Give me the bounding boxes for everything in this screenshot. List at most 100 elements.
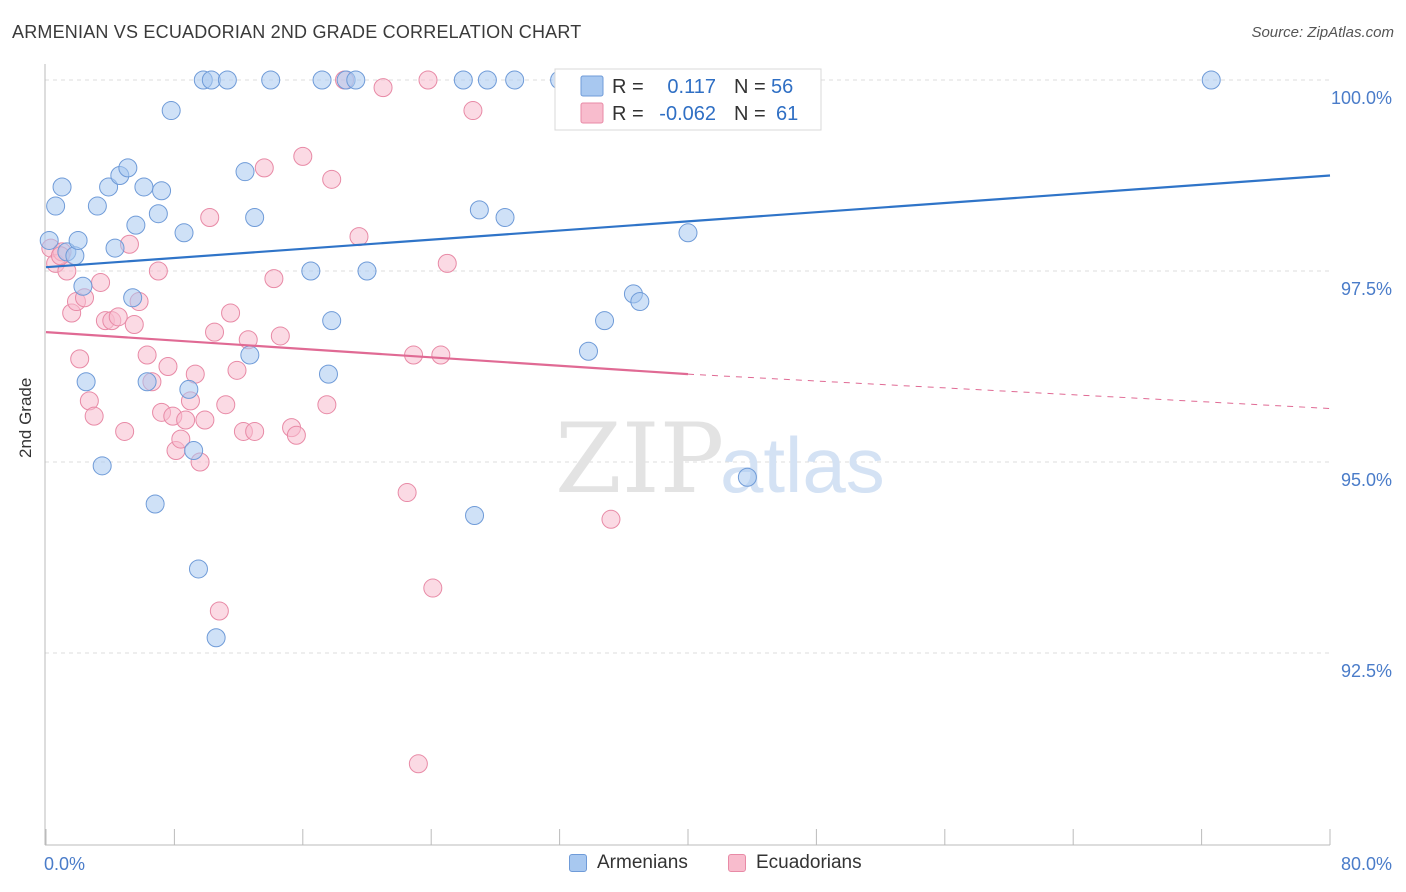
armenians-point-9 [92,456,112,476]
ecuadorians-point-56 [431,345,451,365]
armenians-point-49 [595,311,615,331]
ecuadorians-point-13 [108,307,128,327]
ecuadorians-point-41 [264,269,284,289]
ecuadorians-point-22 [158,357,178,376]
armenians-point-11 [105,238,125,258]
armenians-points [39,70,1221,648]
armenians-point-44 [477,70,497,90]
stats-r-label-ecuadorians: R = [612,103,644,125]
ecuadorians-point-34 [216,395,236,415]
ecuadorians-point-47 [322,169,342,189]
armenians-point-33 [261,70,281,90]
ecuadorians-point-31 [200,208,220,228]
armenians-point-32 [245,208,265,228]
legend-item-armenians[interactable]: Armenians [569,852,688,874]
armenians-point-45 [495,208,515,228]
ecuadorians-point-36 [227,360,247,380]
armenians-point-28 [206,628,226,648]
armenians-point-16 [134,177,154,197]
ecuadorians-point-30 [195,410,215,430]
trend-lines [45,174,1331,410]
ecuadorians-point-9 [84,406,104,426]
ecuadorians-point-46 [317,395,337,415]
y-tick-label-1: 95.0% [1341,470,1392,490]
ecuadorians-point-50 [373,78,393,98]
armenians-point-40 [357,261,377,281]
armenians-point-36 [318,364,338,384]
armenians-point-42 [465,505,485,525]
armenians-point-5 [68,230,88,250]
x-tick-label-min: 0.0% [44,854,85,874]
ecuadorians-point-20 [148,261,168,281]
ecuadorians-trend-extension [687,373,1331,410]
armenians-point-25 [188,559,208,579]
armenians-trend-line [45,174,1331,269]
ecuadorians-point-51 [397,483,417,503]
ecuadorians-point-6 [70,349,90,369]
armenians-point-1 [46,196,66,216]
ecuadorians-point-49 [349,227,369,247]
ecuadorians-point-26 [176,410,196,430]
stats-n-value-armenians: 56 [771,76,793,98]
ecuadorians-point-10 [91,272,111,292]
x-tick-label-max: 80.0% [1341,854,1392,874]
armenians-point-31 [240,345,260,365]
armenians-point-54 [737,467,757,487]
ecuadorians-point-45 [293,146,313,166]
armenians-point-27 [201,70,221,90]
ecuadorians-points [41,70,621,774]
armenians-point-29 [217,70,237,90]
stats-n-label-armenians: N = [734,76,766,98]
armenians-point-10 [99,177,119,197]
ecuadorians-trend-line [45,331,689,376]
ecuadorians-point-55 [423,578,443,598]
stats-n-value-ecuadorians: 61 [776,103,798,125]
ecuadorians-point-54 [418,70,438,90]
armenians-point-7 [76,372,96,392]
armenians-point-23 [179,379,199,399]
armenians-point-18 [145,494,165,514]
armenians-point-13 [118,158,138,178]
armenians-point-55 [1201,70,1221,90]
legend-swatch-armenians [569,854,587,872]
armenians-point-17 [137,372,157,392]
armenians-point-8 [87,196,107,216]
stats-swatch-ecuadorians [580,102,604,124]
stats-box: R = 0.117 N = 56 R = -0.062 N = 61 [554,68,822,131]
y-tick-labels: 92.5% 95.0% 97.5% 100.0% [1331,88,1392,681]
armenians-point-53 [678,223,698,243]
legend-item-ecuadorians[interactable]: Ecuadorians [728,852,862,874]
armenians-point-34 [301,261,321,281]
chart-source: Source: ZipAtlas.com [1251,24,1394,41]
ecuadorians-point-18 [137,345,157,365]
ecuadorians-point-42 [270,326,290,346]
y-tick-label-2: 97.5% [1341,279,1392,299]
y-tick-label-3: 100.0% [1331,88,1392,108]
armenians-point-15 [126,215,146,235]
stats-n-label-ecuadorians: N = [734,103,766,125]
watermark-atlas: atlas [720,421,885,509]
ecuadorians-point-33 [209,601,229,621]
stats-swatch-armenians [580,75,604,97]
armenians-point-46 [505,70,525,90]
armenians-point-30 [235,162,255,182]
stats-r-label-armenians: R = [612,76,644,98]
armenians-point-48 [578,341,598,361]
ecuadorians-point-57 [437,253,457,273]
ecuadorians-point-53 [408,754,428,774]
armenians-point-19 [148,204,168,224]
y-tick-label-0: 92.5% [1341,661,1392,681]
armenians-point-2 [52,177,72,197]
stats-r-value-ecuadorians: -0.062 [659,103,716,125]
ecuadorians-point-40 [254,158,274,178]
ecuadorians-point-16 [124,314,144,334]
armenians-point-41 [453,70,473,90]
armenians-point-22 [174,223,194,243]
ecuadorians-point-25 [171,429,191,449]
armenians-point-21 [161,101,181,121]
watermark-zip: ZIP [555,403,724,515]
armenians-point-14 [123,288,143,308]
armenians-point-24 [184,441,204,461]
ecuadorians-point-59 [601,509,621,529]
